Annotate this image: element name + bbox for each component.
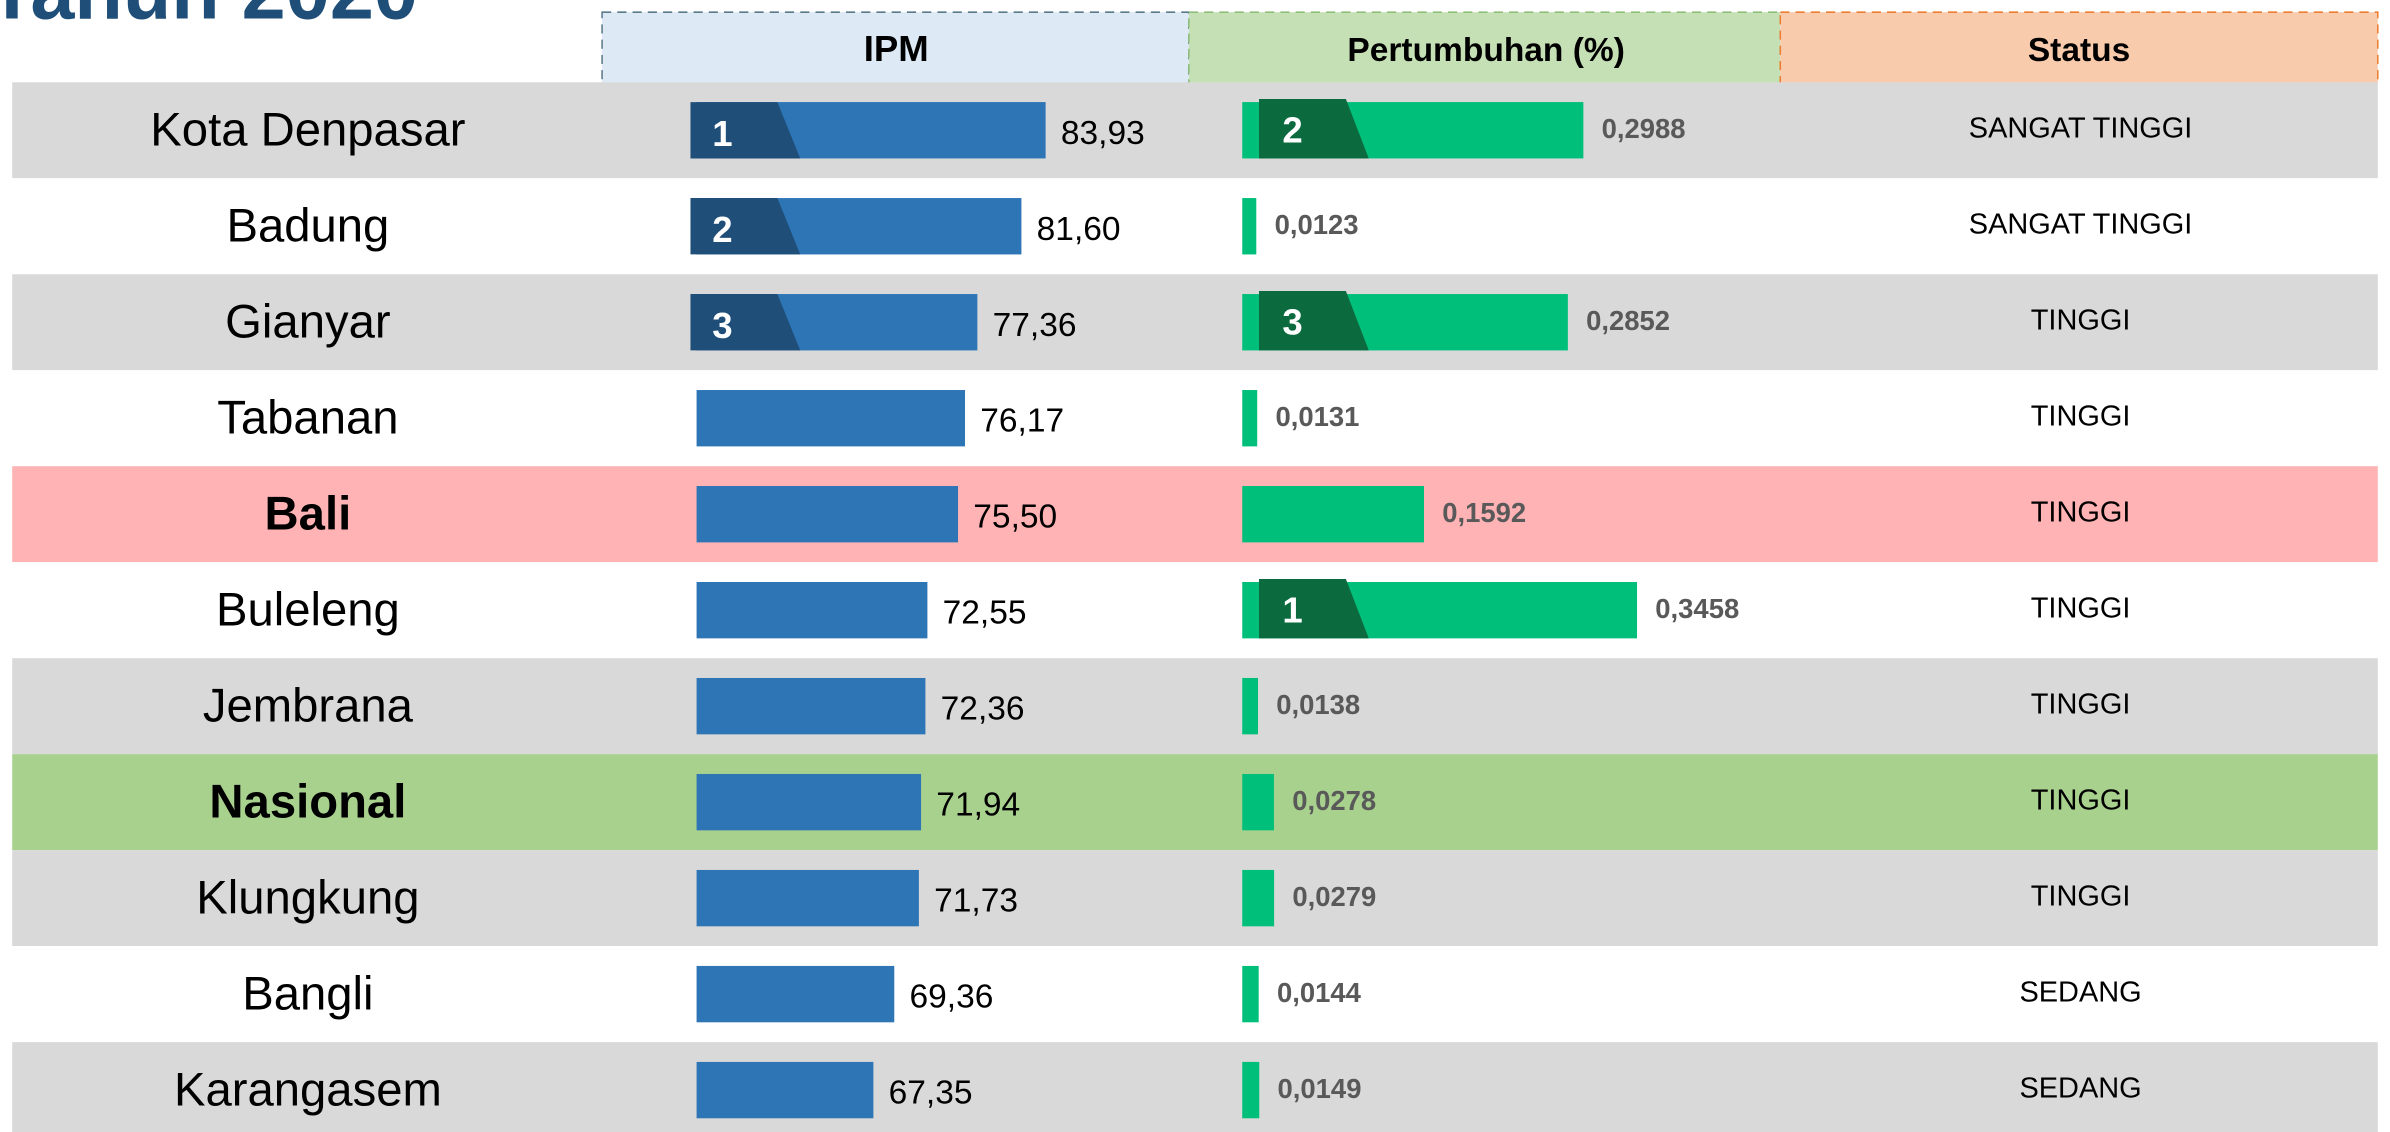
ipm-value-label: 72,36 xyxy=(941,691,1025,728)
growth-bar xyxy=(1242,198,1256,254)
growth-value-label: 0,2988 xyxy=(1602,113,1686,144)
status-label: TINGGI xyxy=(2031,689,2131,721)
growth-value-label: 0,0138 xyxy=(1276,689,1360,720)
growth-bar xyxy=(1242,966,1258,1022)
ipm-value-label: 75,50 xyxy=(973,499,1057,536)
ipm-bar xyxy=(697,582,928,638)
region-label: Gianyar xyxy=(225,296,390,349)
growth-bar xyxy=(1242,678,1258,734)
status-label: TINGGI xyxy=(2031,497,2131,529)
ipm-bar xyxy=(697,390,965,446)
header-ipm: IPM xyxy=(864,28,929,69)
growth-value-label: 0,1592 xyxy=(1442,497,1526,528)
status-label: TINGGI xyxy=(2031,305,2131,337)
ipm-table: Tahun 2020 IPM Pertumbuhan (%) Status Ko… xyxy=(0,0,2390,1132)
status-label: SEDANG xyxy=(2019,977,2141,1009)
header-status: Status xyxy=(2028,32,2130,69)
ipm-value-label: 83,93 xyxy=(1061,115,1145,152)
status-label: SANGAT TINGGI xyxy=(1969,113,2193,145)
status-label: TINGGI xyxy=(2031,593,2131,625)
region-label: Tabanan xyxy=(217,392,398,445)
growth-value-label: 0,0149 xyxy=(1278,1073,1362,1104)
region-label: Kota Denpasar xyxy=(150,104,465,157)
ipm-value-label: 71,94 xyxy=(936,787,1020,824)
ipm-bar xyxy=(697,486,958,542)
ipm-bar xyxy=(697,678,926,734)
region-label: Jembrana xyxy=(203,680,414,733)
growth-rank: 1 xyxy=(1282,590,1302,631)
ipm-bar xyxy=(697,966,895,1022)
page: Tahun 2020 IPM Pertumbuhan (%) Status Ko… xyxy=(0,0,2390,1132)
region-label: Buleleng xyxy=(216,584,400,637)
ipm-rank: 1 xyxy=(712,113,732,154)
ipm-value-label: 72,55 xyxy=(943,595,1027,632)
page-title: Tahun 2020 xyxy=(0,0,418,35)
growth-bar xyxy=(1242,774,1274,830)
ipm-value-label: 69,36 xyxy=(910,979,994,1016)
ipm-rank: 3 xyxy=(712,305,732,346)
region-label: Badung xyxy=(226,200,389,253)
status-label: SEDANG xyxy=(2019,1073,2141,1105)
header-growth: Pertumbuhan (%) xyxy=(1347,32,1624,69)
status-label: TINGGI xyxy=(2031,785,2131,817)
ipm-bar xyxy=(697,1062,874,1118)
growth-value-label: 0,0144 xyxy=(1277,977,1362,1008)
ipm-rank: 2 xyxy=(712,209,732,250)
growth-bar xyxy=(1242,1062,1259,1118)
status-label: SANGAT TINGGI xyxy=(1969,209,2193,241)
ipm-value-label: 71,73 xyxy=(934,883,1018,920)
region-label: Bali xyxy=(265,488,352,541)
region-label: Nasional xyxy=(209,776,406,829)
ipm-bar xyxy=(697,870,919,926)
growth-bar xyxy=(1242,870,1274,926)
ipm-value-label: 67,35 xyxy=(889,1075,973,1112)
growth-bar xyxy=(1242,486,1424,542)
ipm-value-label: 77,36 xyxy=(993,307,1077,344)
ipm-value-label: 76,17 xyxy=(980,403,1064,440)
region-label: Karangasem xyxy=(174,1064,442,1117)
ipm-bar xyxy=(697,774,921,830)
region-label: Klungkung xyxy=(196,872,419,925)
status-label: TINGGI xyxy=(2031,881,2131,913)
growth-rank: 3 xyxy=(1282,302,1302,343)
growth-value-label: 0,0279 xyxy=(1292,881,1376,912)
growth-value-label: 0,0278 xyxy=(1292,785,1376,816)
growth-value-label: 0,2852 xyxy=(1586,305,1670,336)
growth-value-label: 0,0131 xyxy=(1275,401,1359,432)
status-label: TINGGI xyxy=(2031,401,2131,433)
row-background xyxy=(12,466,2378,562)
growth-value-label: 0,3458 xyxy=(1655,593,1739,624)
ipm-value-label: 81,60 xyxy=(1037,211,1121,248)
region-label: Bangli xyxy=(242,968,373,1021)
growth-value-label: 0,0123 xyxy=(1275,209,1359,240)
growth-rank: 2 xyxy=(1282,110,1302,151)
growth-bar xyxy=(1242,390,1257,446)
